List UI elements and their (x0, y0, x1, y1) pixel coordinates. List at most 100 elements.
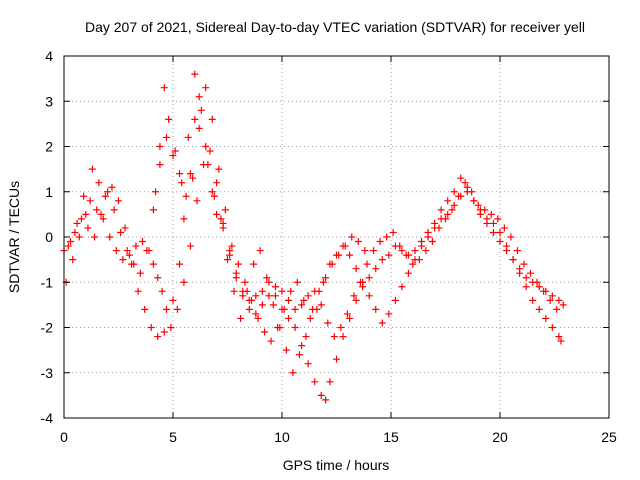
y-tick-label: 4 (45, 48, 53, 64)
data-point (134, 287, 142, 295)
data-point (86, 197, 94, 205)
data-point (335, 251, 343, 259)
data-point (99, 215, 107, 223)
data-point (156, 161, 164, 169)
data-point (361, 247, 369, 255)
data-point (271, 292, 279, 300)
data-point (548, 292, 556, 300)
data-point (191, 70, 199, 78)
data-point (147, 324, 155, 331)
data-point (337, 324, 345, 331)
data-point (278, 287, 286, 295)
data-point (158, 287, 166, 295)
data-point (217, 215, 225, 223)
data-point (169, 296, 177, 304)
data-point (169, 152, 177, 160)
data-point (171, 147, 179, 155)
data-point (162, 305, 170, 313)
y-tick-label: 1 (45, 184, 53, 200)
x-axis-label: GPS time / hours (283, 457, 390, 473)
data-point (365, 274, 373, 282)
data-point (535, 305, 543, 313)
data-point (500, 224, 508, 232)
data-point (476, 206, 484, 214)
data-point (365, 292, 373, 300)
data-point (93, 206, 101, 214)
data-point (385, 251, 393, 259)
data-point (422, 247, 430, 255)
data-point (359, 278, 367, 286)
data-point (352, 265, 360, 273)
data-point (104, 188, 112, 196)
data-point (182, 192, 190, 200)
data-point (213, 179, 221, 187)
data-point (302, 333, 310, 341)
data-point (431, 224, 439, 232)
data-point (346, 314, 354, 322)
data-point (287, 287, 295, 295)
data-point (542, 314, 550, 322)
data-point (271, 283, 279, 291)
data-point (557, 337, 565, 345)
data-point (385, 310, 393, 318)
data-point (67, 238, 75, 246)
data-point (132, 242, 140, 250)
data-point (261, 328, 269, 336)
data-point (95, 179, 103, 187)
data-point (540, 287, 548, 295)
data-point (285, 296, 293, 304)
y-tick-label: -4 (41, 410, 54, 426)
data-point (402, 251, 410, 259)
data-point (437, 215, 445, 223)
data-point (559, 301, 567, 309)
grid-lines (64, 56, 609, 418)
data-point (250, 260, 258, 268)
data-point (291, 324, 299, 331)
data-point (165, 115, 173, 123)
data-point (178, 179, 186, 187)
data-point (149, 206, 157, 214)
data-point (154, 274, 162, 282)
data-point (224, 256, 231, 264)
data-point (346, 251, 354, 259)
data-point (317, 301, 325, 309)
data-point (383, 233, 391, 241)
data-point (474, 201, 482, 209)
data-point (507, 233, 515, 241)
data-point (457, 174, 465, 182)
data-point (256, 247, 264, 255)
data-point (230, 287, 238, 295)
series-track-b (62, 147, 561, 341)
data-point (258, 287, 266, 295)
data-point (411, 256, 419, 264)
data-point (503, 242, 511, 250)
x-tick-label: 10 (274, 429, 290, 445)
y-tick-label: 2 (45, 139, 53, 155)
data-point (186, 242, 194, 250)
data-point (411, 247, 419, 255)
data-point (243, 287, 251, 295)
data-point (348, 233, 356, 241)
data-point (522, 283, 530, 291)
data-point (304, 292, 312, 300)
data-point (180, 215, 188, 223)
data-point (328, 260, 336, 268)
data-point (322, 274, 330, 282)
data-point (204, 161, 212, 169)
data-point (263, 274, 271, 282)
data-point (339, 333, 347, 341)
data-point (516, 269, 524, 277)
data-point (64, 242, 72, 250)
data-point (160, 328, 168, 336)
data-point (293, 278, 301, 286)
data-point (409, 260, 417, 268)
data-point (234, 260, 242, 268)
data-point (289, 369, 297, 377)
x-tick-label: 15 (383, 429, 399, 445)
data-point (215, 165, 223, 173)
data-point (418, 242, 426, 250)
data-point (228, 242, 236, 250)
data-point (546, 296, 554, 304)
data-point (404, 269, 412, 277)
